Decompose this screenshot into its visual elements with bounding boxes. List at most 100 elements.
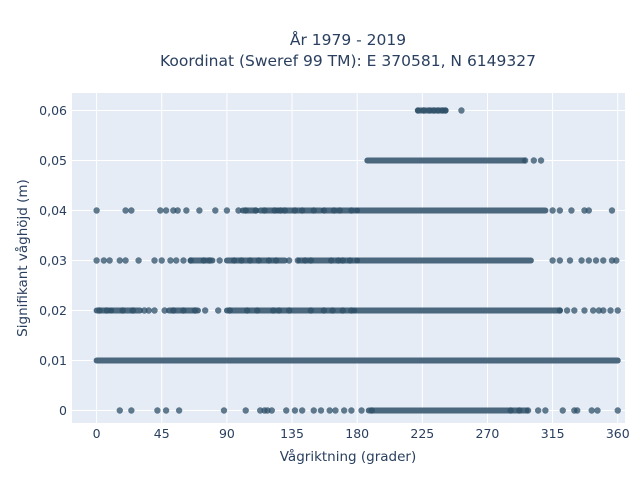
data-point [268,407,275,414]
data-point [320,307,328,314]
data-point [158,257,165,264]
data-point [348,307,355,314]
data-point [116,407,123,414]
data-point [607,307,614,314]
x-axis-ticks: 0 45 90 135 180 225 270 315 360 [93,426,630,441]
data-point [549,257,556,264]
data-point [298,207,306,214]
data-point [585,207,593,214]
data-point [581,307,588,314]
data-point [556,207,564,214]
data-point [281,207,289,214]
data-point [613,257,620,264]
data-point [265,257,273,264]
data-point [307,257,315,264]
y-tick-label: 0 [59,403,67,418]
data-point [235,207,242,214]
data-point [128,207,135,214]
data-point [93,207,100,214]
data-point [254,307,261,314]
data-point [542,407,549,414]
y-tick-label: 0,01 [39,353,67,368]
data-point [167,257,174,264]
data-point [326,407,333,414]
data-point [600,257,607,264]
data-point [458,107,465,114]
data-point [585,257,593,264]
data-point [215,307,222,314]
data-point [242,207,249,214]
data-point [206,257,213,264]
x-tick-label: 315 [541,426,565,441]
data-point [201,307,209,314]
data-point [243,307,251,314]
data-point [330,207,338,214]
data-point [285,307,293,314]
data-point [566,257,574,264]
data-point [212,207,219,214]
data-point [614,407,621,414]
data-point [238,257,245,264]
data-point [600,307,607,314]
x-tick-label: 225 [410,426,434,441]
data-point [348,407,355,414]
data-point [119,307,126,314]
data-point [183,207,190,214]
data-point [174,207,181,214]
data-point [549,207,556,214]
data-point [285,257,293,264]
data-point [283,407,290,414]
data-point [230,257,238,264]
data-point [332,407,339,414]
data-point [578,257,585,264]
data-point [420,107,427,114]
x-axis-title: Vågriktning (grader) [280,448,417,465]
data-point [180,257,187,264]
data-point [122,207,129,214]
data-point [588,407,595,414]
data-point [594,407,601,414]
data-point [608,207,616,214]
data-point [106,257,113,264]
x-tick-label: 180 [345,426,369,441]
data-point [568,207,575,214]
data-point [162,207,170,214]
data-point [327,257,335,264]
y-tick-label: 0,05 [39,153,67,168]
data-point [175,407,183,414]
x-tick-label: 90 [219,426,235,441]
data-point [291,207,299,214]
data-point [559,407,566,414]
data-point [592,257,600,264]
data-point [336,207,344,214]
data-point [275,307,283,314]
data-point [310,407,317,414]
x-tick-label: 360 [606,426,630,441]
y-axis-title: Signifikant våghöjd (m) [14,179,31,337]
data-point [307,307,315,314]
data-point [220,407,228,414]
data-point [261,207,268,214]
data-point [516,407,523,414]
data-point [294,257,302,264]
data-point [122,257,129,264]
data-point [173,257,180,264]
data-point [346,257,354,264]
data-point [339,307,346,314]
data-point [340,407,348,414]
data-point [368,407,375,414]
data-point [310,207,317,214]
data-point [154,407,161,414]
data-point [196,207,203,214]
chart-points [93,107,621,414]
data-point [589,307,597,314]
data-point [614,307,621,314]
data-point [135,257,142,264]
data-point [151,307,158,314]
data-point [270,307,277,314]
data-point [524,407,532,414]
data-point [157,207,164,214]
data-point [271,207,278,214]
y-tick-label: 0,03 [39,253,67,268]
